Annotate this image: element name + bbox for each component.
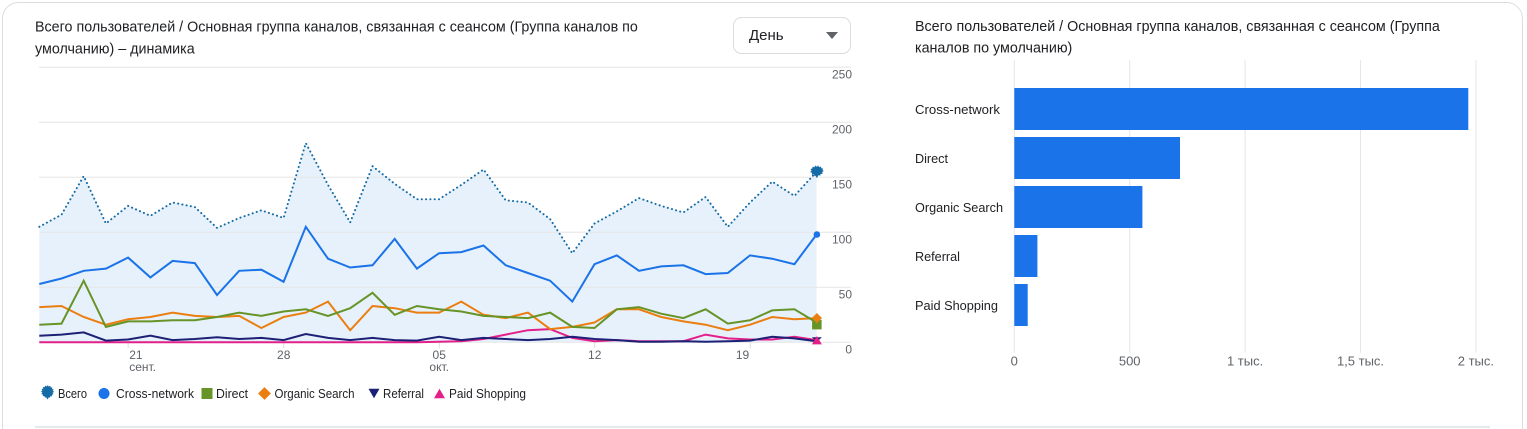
svg-text:1 тыс.: 1 тыс.: [1227, 354, 1263, 369]
svg-text:Referral: Referral: [383, 386, 424, 401]
svg-text:каналов по умолчанию): каналов по умолчанию): [915, 41, 1072, 57]
svg-text:Direct: Direct: [915, 151, 948, 166]
svg-text:День: День: [749, 27, 784, 44]
svg-text:Cross-network: Cross-network: [116, 386, 194, 401]
svg-text:Всего пользователей / Основная: Всего пользователей / Основная группа ка…: [915, 19, 1440, 35]
svg-text:Organic Search: Organic Search: [915, 200, 1003, 215]
svg-text:Referral: Referral: [915, 249, 960, 264]
svg-text:умолчанию) – динамика: умолчанию) – динамика: [35, 42, 195, 58]
svg-text:500: 500: [1119, 354, 1141, 369]
svg-text:250: 250: [832, 68, 852, 82]
svg-text:12: 12: [588, 348, 602, 362]
svg-text:Paid Shopping: Paid Shopping: [449, 386, 526, 401]
svg-text:100: 100: [832, 233, 852, 247]
svg-text:Cross-network: Cross-network: [915, 102, 1001, 117]
svg-text:Всего пользователей / Основная: Всего пользователей / Основная группа ка…: [35, 20, 638, 36]
svg-text:Organic Search: Organic Search: [275, 386, 355, 401]
svg-text:50: 50: [839, 288, 853, 302]
svg-text:0: 0: [845, 343, 852, 357]
svg-text:05: 05: [433, 348, 447, 362]
svg-text:Direct: Direct: [216, 386, 248, 401]
svg-text:200: 200: [832, 123, 852, 137]
svg-text:2 тыс.: 2 тыс.: [1458, 354, 1494, 369]
svg-text:28: 28: [277, 348, 291, 362]
svg-text:Paid Shopping: Paid Shopping: [915, 298, 998, 313]
svg-text:Всего: Всего: [58, 386, 87, 401]
svg-text:1,5 тыс.: 1,5 тыс.: [1337, 354, 1384, 369]
svg-text:19: 19: [736, 348, 750, 362]
svg-text:сент.: сент.: [129, 360, 156, 374]
svg-text:окт.: окт.: [429, 360, 449, 374]
svg-text:0: 0: [1011, 354, 1018, 369]
svg-text:21: 21: [129, 348, 143, 362]
svg-text:150: 150: [832, 178, 852, 192]
